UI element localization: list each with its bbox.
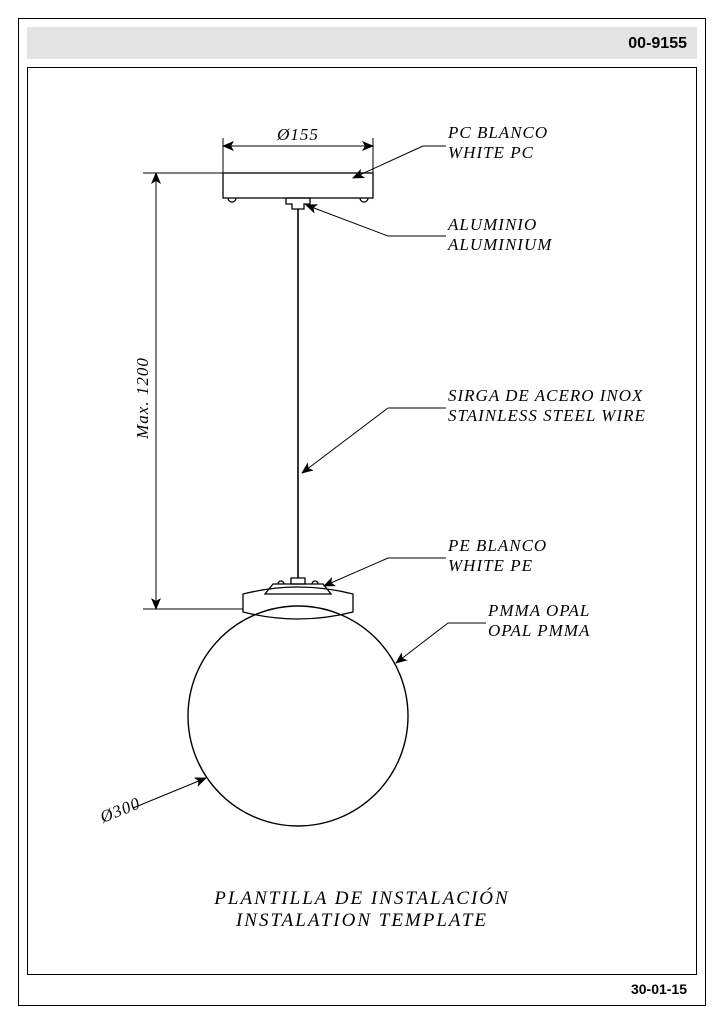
product-code: 00-9155 <box>628 35 687 53</box>
cable-grip <box>286 198 310 209</box>
callout-grip-l1: ALUMINIO <box>448 215 537 234</box>
leader-globe <box>396 623 486 663</box>
globe <box>188 606 408 826</box>
callout-cap-l2: WHITE PE <box>448 556 533 575</box>
outer-frame: 00-9155 <box>18 18 706 1006</box>
leader-wire <box>302 408 446 473</box>
title-block: PLANTILLA DE INSTALACIÓN INSTALATION TEM… <box>28 888 696 932</box>
leader-grip <box>306 205 446 236</box>
dim-max-drop-label: Max. 1200 <box>133 357 152 440</box>
callout-globe-l1: PMMA OPAL <box>488 601 590 620</box>
callout-cap-l1: PE BLANCO <box>448 536 547 555</box>
technical-drawing: Ø155 Max. 1200 Ø300 <box>28 68 698 978</box>
dim-globe-diameter <box>133 778 206 808</box>
callout-wire-l2: STAINLESS STEEL WIRE <box>448 406 646 425</box>
callout-canopy-l1: PC BLANCO <box>448 123 548 142</box>
callout-canopy: PC BLANCO WHITE PC <box>448 123 548 162</box>
title-line2: INSTALATION TEMPLATE <box>236 910 488 931</box>
callout-cap: PE BLANCO WHITE PE <box>448 536 547 575</box>
leader-cap <box>324 558 446 586</box>
title-line1: PLANTILLA DE INSTALACIÓN <box>214 888 509 909</box>
callout-grip: ALUMINIO ALUMINIUM <box>448 215 552 254</box>
callout-wire: SIRGA DE ACERO INOX STAINLESS STEEL WIRE <box>448 386 646 425</box>
dim-canopy-diameter-label: Ø155 <box>276 125 319 144</box>
dim-max-drop <box>143 173 243 609</box>
callout-wire-l1: SIRGA DE ACERO INOX <box>448 386 643 405</box>
callout-globe-l2: OPAL PMMA <box>488 621 590 640</box>
header-bar <box>27 27 697 59</box>
callout-grip-l2: ALUMINIUM <box>448 235 552 254</box>
dim-globe-diameter-label: Ø300 <box>96 793 143 827</box>
drawing-date: 30-01-15 <box>631 981 687 997</box>
inner-frame: Ø155 Max. 1200 Ø300 <box>27 67 697 975</box>
callout-canopy-l2: WHITE PC <box>448 143 534 162</box>
callout-globe: PMMA OPAL OPAL PMMA <box>488 601 590 640</box>
